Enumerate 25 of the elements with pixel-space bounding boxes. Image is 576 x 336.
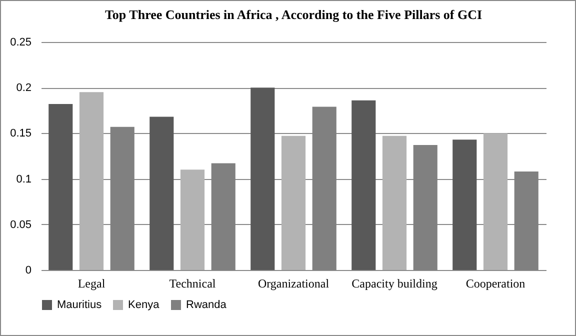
x-tick-label: Cooperation xyxy=(466,276,526,290)
bar xyxy=(382,136,407,270)
legend-label: Kenya xyxy=(128,299,160,311)
bar xyxy=(352,100,376,270)
legend-label: Rwanda xyxy=(186,299,228,311)
y-tick-label: 0 xyxy=(25,264,32,276)
x-tick-label: Legal xyxy=(78,276,106,290)
bar xyxy=(250,88,275,270)
chart-title: Top Three Countries in Africa , According to the Five Pillars of GCI xyxy=(104,7,482,22)
bar xyxy=(79,92,104,270)
y-tick-label: 0.25 xyxy=(10,36,32,48)
y-tick-label: 0.2 xyxy=(16,82,32,94)
bar xyxy=(150,116,174,270)
legend-label: Mauritius xyxy=(57,299,102,311)
y-tick-label: 0.1 xyxy=(16,173,32,186)
y-tick-label: 0.15 xyxy=(10,128,32,140)
bar xyxy=(180,170,205,270)
x-tick-label: Capacity building xyxy=(352,276,438,290)
bar xyxy=(48,104,73,270)
bar xyxy=(452,140,477,270)
bar xyxy=(483,133,508,270)
bar xyxy=(281,136,306,270)
x-tick-label: Organizational xyxy=(258,276,330,290)
x-tick-label: Technical xyxy=(169,276,216,290)
y-tick-label: 0.05 xyxy=(10,218,32,231)
